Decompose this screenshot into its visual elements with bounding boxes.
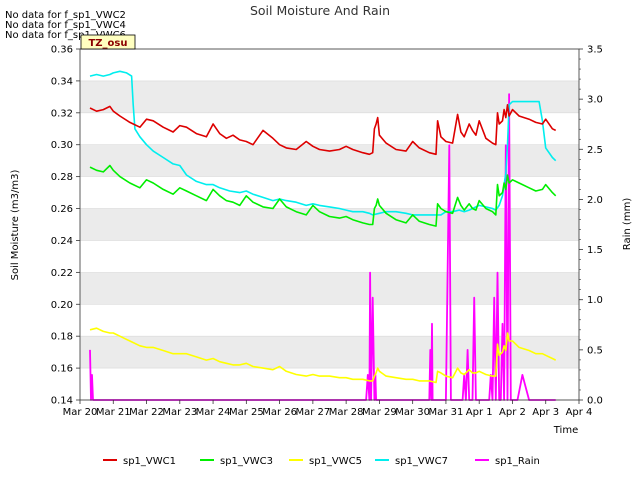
site-badge: TZ_osu — [80, 34, 136, 50]
band — [80, 144, 579, 177]
y-tick-label: 0.34 — [51, 76, 73, 87]
x-tick-label: Mar 28 — [329, 407, 364, 418]
x-tick-label: Mar 20 — [63, 407, 98, 418]
y-axis-label: Soil Moisture (m3/m3) — [10, 170, 21, 281]
y2-tick-label: 0.0 — [587, 396, 603, 407]
y-tick-label: 0.14 — [51, 396, 73, 407]
no-data-message: No data for f_sp1_VWC2 — [5, 10, 126, 21]
band — [80, 272, 579, 305]
y-tick-label: 0.30 — [51, 140, 73, 151]
plot-frame — [79, 48, 580, 401]
series-line-sp1_VWC3 — [89, 164, 557, 227]
y2-axis-ticks: 0.0 0.5 1.0 1.5 2.0 2.5 3.0 3.5 — [579, 45, 603, 407]
x-tick-label: Apr 2 — [499, 407, 526, 418]
y-tick-label: 0.26 — [51, 204, 73, 215]
y2-axis-label: Rain (mm) — [622, 198, 633, 251]
y-tick-label: 0.28 — [51, 172, 73, 183]
y2-tick-label: 1.5 — [587, 245, 603, 256]
y2-tick-label: 0.5 — [587, 345, 603, 356]
x-tick-label: Mar 21 — [96, 407, 131, 418]
legend-label: sp1_VWC1 — [123, 456, 176, 467]
x-tick-label: Mar 29 — [362, 407, 397, 418]
legend-label: sp1_Rain — [495, 456, 540, 467]
x-tick-label: Apr 1 — [466, 407, 493, 418]
y2-tick-label: 3.0 — [587, 95, 603, 106]
x-tick-label: Mar 30 — [395, 407, 430, 418]
y2-tick-label: 2.5 — [587, 145, 603, 156]
y2-tick-label: 1.0 — [587, 295, 603, 306]
legend-label: sp1_VWC5 — [309, 456, 362, 467]
y-tick-label: 0.36 — [51, 45, 73, 56]
background-bands — [80, 80, 579, 369]
badge-box — [80, 34, 136, 50]
x-tick-label: Apr 4 — [566, 407, 593, 418]
y-tick-label: 0.24 — [51, 236, 73, 247]
no-data-message: No data for f_sp1_VWC4 — [5, 20, 126, 31]
y-axis-ticks: 0.14 0.16 0.18 0.20 0.22 0.24 0.26 0.28 0.30 0.32… — [51, 45, 80, 407]
badge-text: TZ_osu — [88, 38, 127, 49]
y-tick-label: 0.20 — [51, 300, 73, 311]
y2-tick-label: 2.0 — [587, 195, 603, 206]
y-tick-label: 0.32 — [51, 108, 73, 119]
band — [80, 80, 579, 113]
legend-label: sp1_VWC3 — [220, 456, 273, 467]
y-tick-label: 0.18 — [51, 332, 73, 343]
legend-label: sp1_VWC7 — [395, 456, 448, 467]
chart-title: Soil Moisture And Rain — [250, 3, 390, 18]
x-tick-label: Mar 23 — [162, 407, 197, 418]
x-tick-label: Mar 26 — [262, 407, 297, 418]
x-tick-label: Mar 25 — [229, 407, 264, 418]
y2-tick-label: 3.5 — [587, 45, 603, 56]
x-axis-label: Time — [553, 425, 578, 436]
band — [80, 208, 579, 241]
y-tick-label: 0.16 — [51, 364, 73, 375]
series-line-sp1_VWC1 — [89, 104, 557, 156]
x-tick-label: Apr 3 — [532, 407, 559, 418]
x-tick-label: Mar 31 — [429, 407, 464, 418]
x-tick-label: Mar 22 — [129, 407, 164, 418]
y-tick-label: 0.22 — [51, 268, 73, 279]
no-data-message: No data for f_sp1_VWC6 — [5, 30, 126, 41]
x-tick-label: Mar 27 — [295, 407, 330, 418]
series-line-sp1_VWC5 — [89, 327, 557, 384]
x-tick-label: Mar 24 — [196, 407, 231, 418]
legend: sp1_VWC1 sp1_VWC3 sp1_VWC5 sp1_VWC7 sp1_Rain — [103, 456, 540, 467]
